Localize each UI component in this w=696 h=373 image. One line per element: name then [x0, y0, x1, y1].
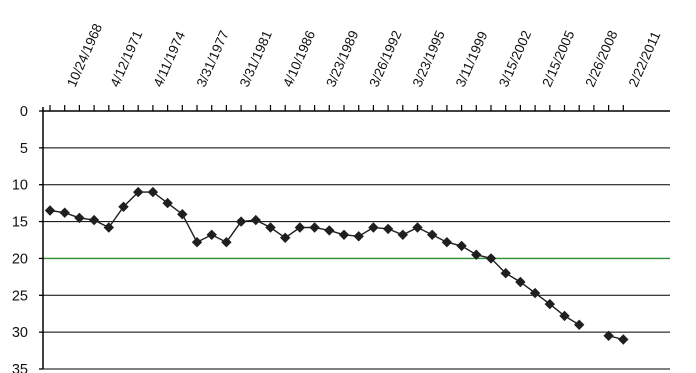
data-point	[485, 253, 497, 264]
data-point	[559, 310, 570, 322]
data-point	[59, 207, 70, 218]
data-point	[382, 223, 394, 235]
data-point	[235, 216, 247, 227]
data-point	[412, 222, 423, 233]
data-point	[544, 298, 555, 310]
data-point	[603, 330, 614, 341]
data-point	[74, 212, 85, 224]
y-axis-tick-labels: 0 5 10 15 20 25 30 35	[12, 104, 28, 373]
data-point	[294, 222, 306, 233]
y-tick-label-5: 5	[20, 141, 28, 157]
x-tick-label: 4/11/1974	[150, 29, 188, 90]
data-point	[456, 240, 467, 252]
y-tick-label-35: 35	[12, 362, 28, 373]
data-points	[44, 186, 629, 345]
y-tick-label-10: 10	[12, 178, 28, 194]
y-tick-label-25: 25	[12, 288, 28, 304]
data-point	[500, 268, 511, 279]
data-point	[368, 222, 379, 233]
x-tick-label: 3/31/1981	[237, 28, 275, 89]
data-point	[206, 229, 217, 240]
x-tick-label: 4/10/1986	[280, 28, 318, 89]
data-point	[338, 229, 350, 240]
x-tick-label: 3/23/1995	[410, 28, 448, 89]
x-axis-ticks	[49, 105, 624, 111]
axes	[39, 107, 670, 370]
data-point	[618, 334, 629, 345]
x-tick-label: 10/24/1968	[64, 21, 105, 89]
data-point	[221, 237, 232, 248]
data-point	[250, 214, 261, 226]
x-tick-label: 3/26/1992	[366, 28, 404, 89]
data-point	[88, 214, 100, 226]
data-point	[324, 225, 335, 236]
y-tick-label-15: 15	[12, 215, 28, 231]
data-point	[515, 276, 526, 288]
data-point	[103, 222, 114, 233]
data-point	[162, 197, 173, 209]
data-point	[471, 249, 482, 260]
data-point	[44, 205, 56, 216]
y-tick-label-0: 0	[20, 104, 28, 120]
x-tick-label: 2/15/2005	[539, 28, 577, 89]
x-tick-label: 4/12/1971	[107, 28, 145, 89]
x-axis-tick-labels: 10/24/1968 4/12/1971 4/11/1974 3/31/1977 3/3…	[64, 21, 663, 89]
data-point	[265, 222, 276, 233]
data-point	[177, 209, 188, 220]
x-tick-label: 3/23/1989	[323, 28, 361, 89]
data-point	[280, 232, 291, 243]
x-tick-label: 3/11/1999	[453, 29, 491, 89]
x-tick-label: 2/26/2008	[582, 28, 620, 89]
data-point	[191, 237, 203, 248]
data-point	[529, 287, 541, 299]
x-tick-label: 3/15/2002	[496, 28, 534, 89]
y-tick-label-30: 30	[12, 325, 28, 341]
data-point	[118, 201, 129, 212]
data-point	[441, 237, 453, 248]
data-point	[397, 229, 408, 240]
data-point	[427, 229, 438, 240]
y-tick-label-20: 20	[12, 251, 28, 267]
data-point	[353, 231, 364, 242]
data-point	[309, 222, 320, 233]
x-tick-label: 3/31/1977	[194, 28, 232, 89]
data-point	[574, 319, 585, 330]
series-line-group	[49, 191, 624, 341]
x-tick-label: 2/22/2011	[626, 29, 664, 89]
data-point	[147, 186, 159, 198]
data-point	[133, 186, 144, 198]
grid-lines	[43, 147, 670, 370]
